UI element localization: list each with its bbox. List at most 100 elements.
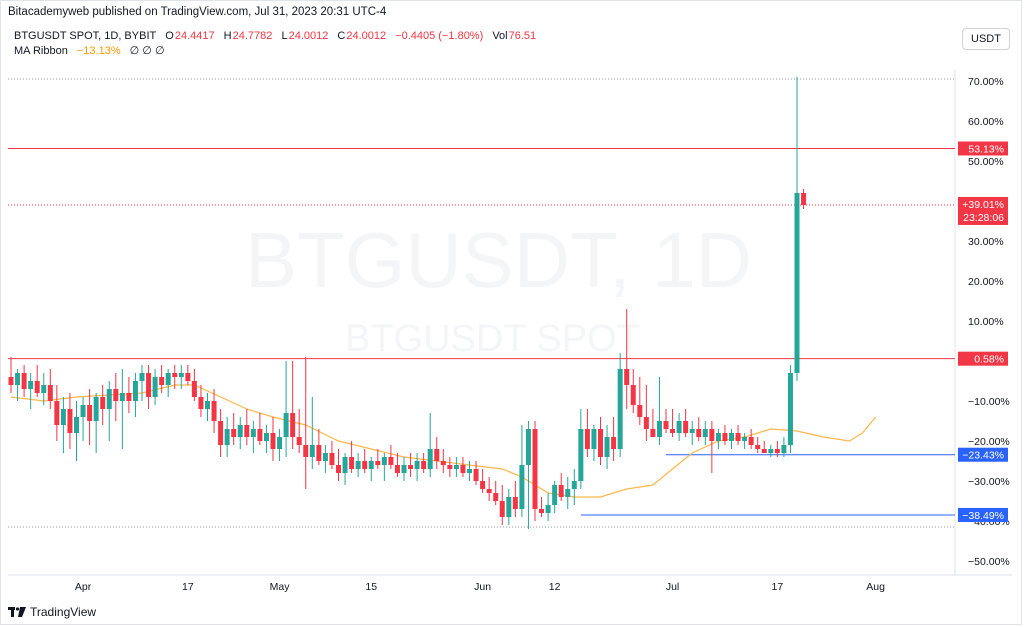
candle-body	[532, 429, 538, 509]
candle-body	[67, 409, 73, 433]
level-label-box	[958, 351, 1008, 366]
candle-body	[617, 369, 623, 449]
x-tick-label: Jun	[474, 581, 491, 593]
candle-body	[218, 421, 224, 445]
candle-body	[93, 397, 99, 421]
volume-value: 76.51	[508, 30, 537, 42]
candle-body	[670, 429, 676, 433]
indicator-name[interactable]: MA Ribbon	[14, 45, 68, 57]
y-tick-label: −30.00%	[968, 476, 1010, 488]
candle-body	[28, 381, 34, 389]
y-tick-label: 10.00%	[968, 316, 1004, 328]
indicator-value: −13.13%	[76, 45, 121, 57]
candle-body	[473, 469, 479, 481]
candle-body	[545, 505, 551, 513]
low-value: 24.0012	[288, 30, 329, 42]
symbol-legend: BTGUSDT SPOT, 1D, BYBIT O24.4417 H24.778…	[14, 30, 542, 42]
close-label: C	[337, 30, 346, 42]
currency-button[interactable]: USDT	[962, 28, 1010, 50]
candle-body	[401, 465, 407, 473]
candle-body	[539, 509, 545, 513]
candle-body	[565, 489, 571, 497]
candle-body	[440, 461, 446, 465]
candle-body	[637, 405, 643, 417]
candle-body	[578, 429, 584, 481]
candle-body	[794, 193, 800, 373]
candle-body	[506, 497, 512, 517]
candle-body	[801, 193, 807, 205]
open-value: 24.4417	[174, 30, 215, 42]
level-label-box	[958, 141, 1008, 156]
candle-body	[80, 405, 86, 417]
candle-body	[480, 481, 486, 489]
publish-info: Bitacademyweb published on TradingView.c…	[8, 6, 387, 18]
candle-body	[329, 453, 335, 465]
y-tick-label: 60.00%	[968, 116, 1004, 128]
candle-body	[132, 381, 138, 401]
y-tick-label: 70.00%	[968, 76, 1004, 88]
candle-body	[447, 465, 453, 469]
candle-body	[656, 421, 662, 437]
level-label-text: −38.49%	[962, 510, 1004, 522]
level-label-box	[958, 507, 1008, 522]
candle-body	[152, 377, 158, 397]
indicator-empty-values: ∅ ∅ ∅	[129, 45, 165, 57]
candle-body	[263, 433, 269, 441]
candle-body	[552, 485, 558, 505]
volume-label: Vol	[492, 30, 508, 42]
candle-body	[191, 381, 197, 397]
candle-body	[146, 373, 152, 397]
x-tick-label: 17	[182, 581, 194, 593]
symbol-name[interactable]: BTGUSDT SPOT, 1D, BYBIT	[14, 30, 157, 42]
candle-body	[303, 445, 309, 457]
candle-body	[375, 461, 381, 465]
candle-body	[414, 461, 420, 469]
watermark-symbol: BTGUSDT, 1D	[245, 216, 753, 304]
y-tick-label: 30.00%	[968, 236, 1004, 248]
candle-body	[755, 445, 761, 449]
candle-body	[211, 401, 217, 421]
candle-body	[47, 385, 53, 401]
candle-body	[519, 465, 525, 509]
candle-body	[761, 449, 767, 453]
watermark-description: BTGUSDT SPOT	[345, 318, 640, 360]
candle-body	[113, 389, 119, 401]
candle-body	[205, 401, 210, 409]
candle-body	[591, 429, 597, 449]
candle-body	[277, 437, 283, 449]
y-tick-label: 20.00%	[968, 276, 1004, 288]
candle-body	[119, 393, 125, 401]
candle-body	[624, 369, 630, 385]
candle-body	[604, 437, 610, 457]
level-label-text: −23.43%	[962, 450, 1004, 462]
candle-body	[650, 429, 656, 437]
tradingview-logo[interactable]: TradingView	[8, 605, 96, 619]
candle-body	[126, 393, 132, 401]
candle-body	[185, 373, 191, 381]
candle-body	[60, 409, 66, 425]
x-tick-label: May	[270, 581, 291, 593]
candle-body	[250, 429, 256, 437]
candle-body	[453, 465, 459, 469]
change-value: −0.4405 (−1.80%)	[395, 30, 484, 42]
candle-body	[336, 465, 341, 473]
y-tick-label: −50.00%	[968, 556, 1010, 568]
candle-body	[630, 385, 636, 405]
candle-body	[729, 433, 734, 441]
candle-body	[571, 481, 577, 489]
candle-body	[237, 425, 243, 437]
candle-body	[781, 445, 787, 453]
candle-body	[87, 405, 93, 421]
candle-body	[54, 401, 60, 425]
candle-body	[355, 461, 361, 469]
candle-body	[362, 461, 368, 469]
candle-body	[742, 437, 748, 441]
candle-body	[309, 445, 315, 457]
current-price-label-box	[958, 196, 1008, 225]
candle-body	[467, 469, 472, 473]
x-tick-label: 12	[549, 581, 561, 593]
y-tick-label: −20.00%	[968, 436, 1010, 448]
candle-body	[748, 437, 754, 445]
candle-body	[34, 381, 40, 393]
